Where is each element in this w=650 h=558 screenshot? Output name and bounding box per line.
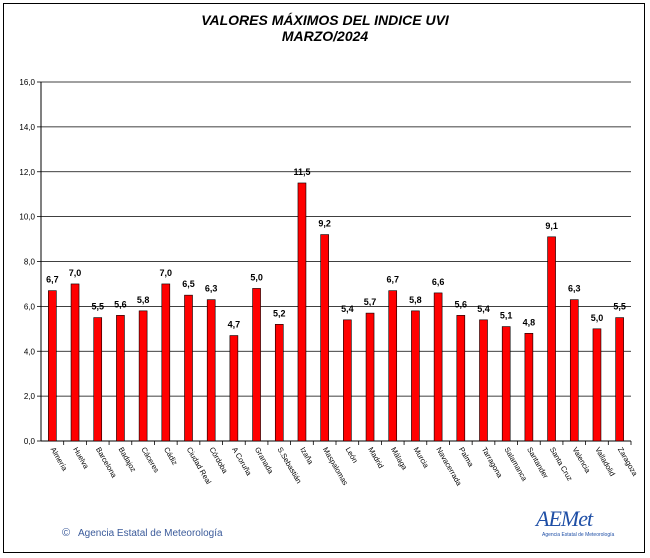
- data-label: 6,7: [46, 275, 59, 285]
- data-label: 5,8: [409, 295, 422, 305]
- data-label: 6,7: [386, 275, 399, 285]
- category-label: Izaña: [298, 446, 315, 467]
- logo-text: AEMet: [536, 506, 593, 531]
- y-tick-label: 12,0: [19, 168, 35, 177]
- data-label: 5,8: [137, 295, 150, 305]
- category-label: Granada: [253, 446, 276, 476]
- bar: [274, 324, 284, 442]
- category-label: Madrid: [366, 446, 385, 470]
- bar: [93, 317, 103, 442]
- data-label: 4,8: [523, 317, 536, 327]
- bar: [229, 335, 239, 442]
- bar: [433, 292, 443, 442]
- bar: [365, 312, 375, 442]
- bar: [388, 290, 398, 442]
- category-label: Santa Cruz: [548, 446, 575, 483]
- category-label: Cádiz: [162, 446, 180, 467]
- y-tick-label: 10,0: [19, 213, 35, 222]
- bar: [547, 236, 556, 442]
- bar: [615, 317, 624, 442]
- category-label: Córdoba: [207, 446, 230, 476]
- category-label: Málaga: [389, 446, 410, 473]
- data-label: 5,0: [250, 272, 263, 282]
- y-tick-label: 8,0: [24, 258, 36, 267]
- bar: [456, 315, 466, 442]
- y-tick-label: 2,0: [24, 392, 36, 401]
- category-label: Salamanca: [502, 446, 529, 484]
- category-label: Murcia: [412, 446, 431, 471]
- bar: [116, 315, 125, 442]
- data-label: 5,4: [341, 304, 354, 314]
- logo-subtext: Agencia Estatal de Meteorología: [542, 532, 615, 538]
- data-label: 5,0: [591, 313, 604, 323]
- bar: [501, 326, 511, 442]
- bar: [569, 299, 579, 442]
- y-tick-label: 14,0: [19, 123, 35, 132]
- bar: [343, 319, 352, 442]
- chart-title: VALORES MÁXIMOS DEL INDICE UVI: [201, 12, 449, 28]
- chart-subtitle: MARZO/2024: [281, 28, 369, 44]
- data-label: 5,6: [455, 299, 468, 309]
- bar: [184, 294, 193, 442]
- bar: [70, 283, 80, 442]
- category-label: Santander: [525, 446, 550, 481]
- category-label: Tarragona: [480, 446, 505, 480]
- data-label: 11,5: [293, 167, 310, 177]
- bar: [411, 310, 420, 442]
- data-label: 5,5: [91, 302, 104, 312]
- y-tick-label: 6,0: [24, 302, 36, 311]
- data-label: 6,3: [568, 284, 581, 294]
- category-label: Palma: [457, 446, 476, 470]
- data-label: 4,7: [228, 320, 241, 330]
- category-label: Cáceres: [139, 446, 161, 475]
- category-label: León: [344, 446, 360, 465]
- category-label: Valladolid: [593, 446, 617, 478]
- bar: [297, 182, 307, 442]
- category-label: Barcelona: [94, 446, 119, 480]
- data-label: 5,6: [114, 299, 127, 309]
- copyright-icon: ©: [62, 527, 71, 539]
- data-label: 5,5: [613, 302, 626, 312]
- y-tick-label: 0,0: [24, 437, 36, 446]
- footer-agency: Agencia Estatal de Meteorología: [78, 528, 223, 539]
- category-label: Valencia: [571, 446, 593, 476]
- bar: [161, 283, 171, 442]
- category-label: Almería: [49, 446, 70, 474]
- data-label: 9,2: [318, 219, 331, 229]
- bar: [206, 299, 216, 442]
- bar: [524, 332, 534, 442]
- bar: [138, 310, 148, 442]
- data-label: 7,0: [160, 268, 173, 278]
- bar: [592, 328, 602, 442]
- data-label: 6,6: [432, 277, 445, 287]
- aemet-logo: AEMet Agencia Estatal de Meteorología: [536, 506, 614, 542]
- data-label: 9,1: [545, 221, 558, 231]
- category-label: Huelva: [71, 446, 91, 471]
- category-label: Zaragoza: [616, 446, 640, 479]
- data-label: 6,5: [182, 279, 195, 289]
- data-label: 5,4: [477, 304, 490, 314]
- bar: [48, 290, 57, 442]
- data-label: 5,1: [500, 311, 513, 321]
- bar: [252, 288, 261, 442]
- data-label: 7,0: [69, 268, 82, 278]
- category-label: Badajoz: [117, 446, 138, 474]
- data-label: 5,7: [364, 297, 377, 307]
- data-label: 6,3: [205, 284, 218, 294]
- bar: [479, 319, 488, 442]
- category-label: A Coruña: [230, 446, 254, 478]
- bar: [320, 234, 329, 442]
- y-tick-label: 16,0: [19, 78, 35, 87]
- y-tick-label: 4,0: [24, 347, 36, 356]
- data-label: 5,2: [273, 308, 286, 318]
